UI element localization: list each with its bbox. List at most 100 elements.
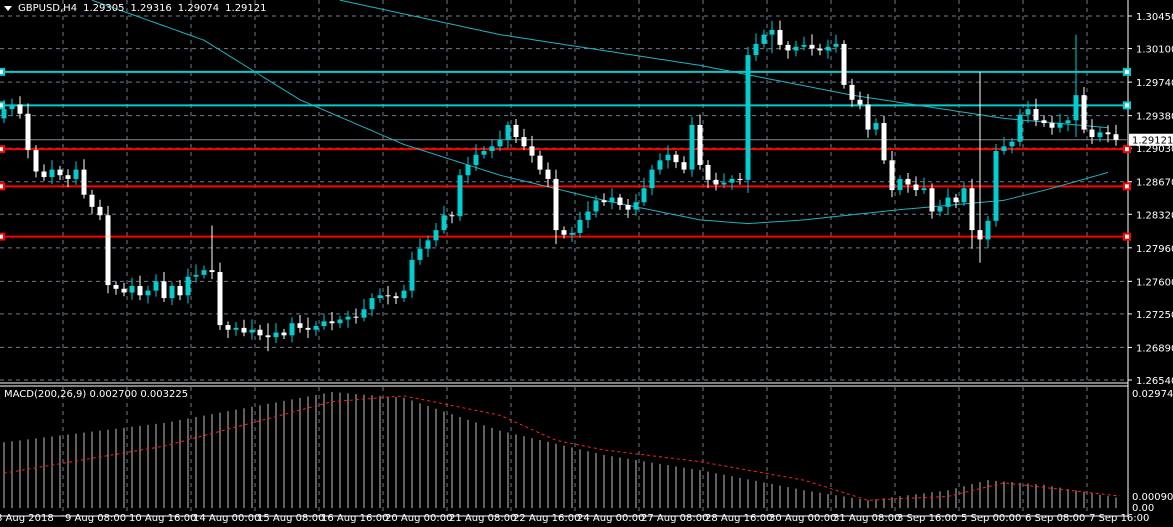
candle-body <box>121 288 127 293</box>
candle-body <box>249 329 255 333</box>
candle-body <box>801 44 807 47</box>
macd-scale-bottom: 0.00 <box>1132 503 1154 514</box>
candle <box>569 226 575 242</box>
candle-body <box>1 109 7 119</box>
candle <box>409 251 415 298</box>
candle <box>793 40 799 57</box>
dropdown-triangle-icon[interactable] <box>4 6 12 11</box>
candle <box>1033 98 1039 127</box>
candle <box>433 223 439 247</box>
candle <box>321 314 327 330</box>
candle-body <box>105 215 111 286</box>
time-axis-label: 24 Aug 00:00 <box>577 513 644 524</box>
candle-body <box>865 104 871 130</box>
candle <box>41 164 47 181</box>
candle <box>273 323 279 344</box>
price-axis-label: 1.26540 <box>1136 376 1173 387</box>
candle <box>689 116 695 177</box>
price-axis-label: 1.27250 <box>1136 310 1173 321</box>
candle-body <box>849 84 855 100</box>
time-axis-label: 21 Aug 08:00 <box>449 513 516 524</box>
level-handle <box>0 145 5 154</box>
candle <box>945 188 951 216</box>
candle <box>113 281 119 295</box>
candle-body <box>937 206 943 212</box>
candle-body <box>73 169 79 179</box>
price-axis-label: 1.29030 <box>1136 144 1173 155</box>
candle-body <box>745 55 751 180</box>
candle-body <box>217 272 223 326</box>
candle-body <box>537 155 543 170</box>
candle <box>105 205 111 294</box>
candle <box>337 315 343 329</box>
candle <box>913 176 919 197</box>
candle-body <box>409 259 415 291</box>
level-handle <box>1123 67 1131 76</box>
price-axis-label: 1.30100 <box>1136 45 1173 56</box>
candle-body <box>209 270 215 273</box>
candle <box>209 225 215 280</box>
candle <box>889 150 895 198</box>
candle <box>177 280 183 301</box>
candle-body <box>945 197 951 207</box>
candle <box>129 277 135 300</box>
candle <box>713 172 719 191</box>
candle <box>953 193 959 209</box>
candle <box>649 164 655 196</box>
candle <box>393 292 399 305</box>
candle-body <box>161 281 167 299</box>
candle <box>33 145 39 178</box>
candle-body <box>273 332 279 338</box>
candle <box>585 201 591 229</box>
candle <box>1049 115 1055 135</box>
candle-body <box>457 175 463 217</box>
candle <box>57 165 63 181</box>
time-axis-label: 16 Aug 16:00 <box>321 513 388 524</box>
candle <box>17 96 23 119</box>
candle <box>977 71 983 263</box>
candle <box>241 319 247 337</box>
candle-body <box>1073 95 1079 121</box>
candle <box>97 199 103 221</box>
price-axis-label: 1.28320 <box>1136 210 1173 221</box>
price-axis-label: 1.28670 <box>1136 178 1173 189</box>
candle <box>777 20 783 50</box>
candle-body <box>521 137 527 147</box>
candle <box>233 321 239 336</box>
candle <box>1065 116 1071 132</box>
candle <box>369 293 375 317</box>
candle-body <box>561 230 567 235</box>
candle <box>193 264 199 283</box>
candle <box>497 130 503 152</box>
candle-body <box>313 326 319 330</box>
candle-body <box>529 146 535 156</box>
candle-body <box>545 169 551 179</box>
candle <box>921 177 927 194</box>
candle-body <box>1017 114 1023 142</box>
candle-body <box>137 285 143 296</box>
candle <box>81 159 87 199</box>
candle <box>673 150 679 169</box>
level-handle <box>1123 232 1131 241</box>
candle <box>857 91 863 110</box>
candle-body <box>361 309 367 318</box>
moving-average-line <box>339 0 1109 129</box>
candle <box>873 118 879 136</box>
candle-body <box>657 160 663 170</box>
candle <box>833 34 839 53</box>
candle <box>849 78 855 107</box>
candle <box>601 193 607 206</box>
candle <box>553 169 559 245</box>
candle-body <box>1097 132 1103 138</box>
candle <box>881 115 887 165</box>
candle <box>353 308 359 324</box>
candle <box>265 323 271 352</box>
candle <box>1017 108 1023 147</box>
time-axis-label: 30 Aug 00:00 <box>769 513 836 524</box>
candle <box>785 41 791 59</box>
candle-body <box>617 197 623 205</box>
candle-body <box>329 321 335 324</box>
candle-body <box>913 184 919 191</box>
candle-body <box>585 211 591 220</box>
